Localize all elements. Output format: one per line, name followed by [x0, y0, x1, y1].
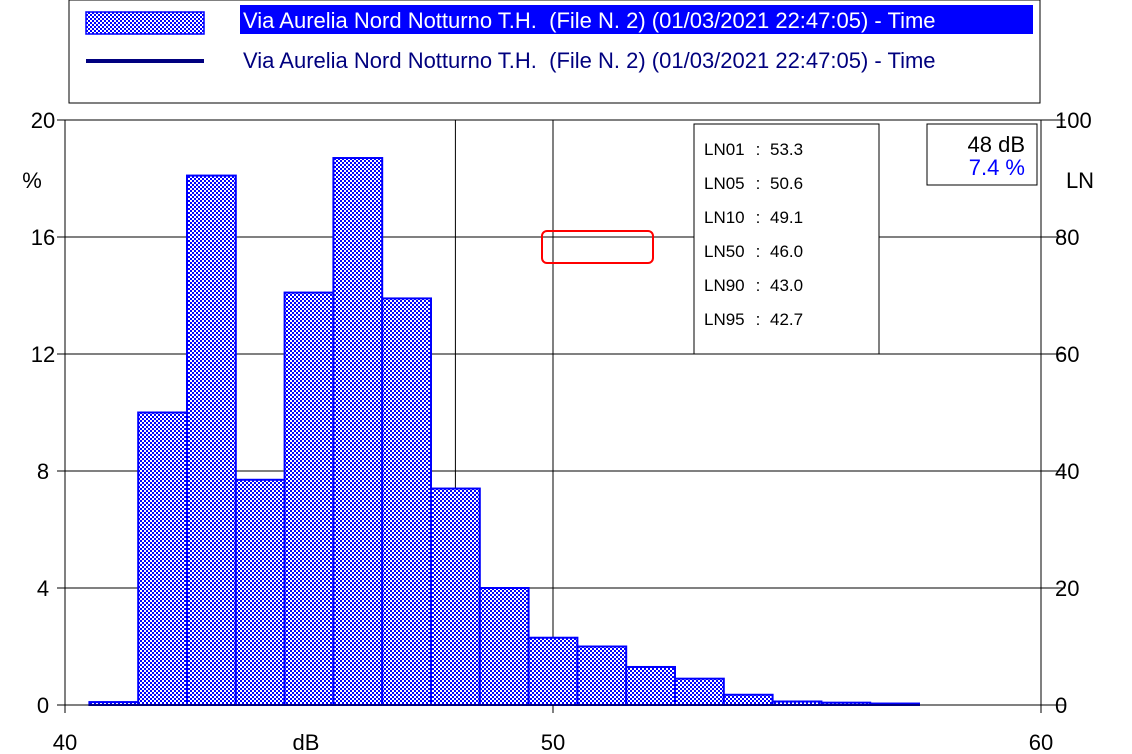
y-axis-left-unit: %	[22, 168, 42, 193]
histogram-bar	[625, 665, 677, 706]
legend-label-1: Via Aurelia Nord Notturno T.H. (File N. …	[243, 48, 936, 73]
histogram-bar	[674, 677, 725, 706]
percentile-name: LN95	[704, 310, 745, 329]
cursor-readout-frame	[926, 123, 1038, 186]
percentile-value: 42.7	[770, 310, 803, 329]
percentile-value: 50.6	[770, 174, 803, 193]
x-tick-label: 60	[1029, 730, 1053, 754]
histogram-bar	[478, 587, 530, 706]
y-tick-label-left: 16	[31, 225, 55, 250]
percentile-separator: :	[756, 174, 761, 193]
percentile-value: 46.0	[770, 242, 803, 261]
y-tick-label-right: 100	[1055, 108, 1092, 133]
histogram-bar	[137, 411, 188, 706]
cursor-readout: 48 dB 7.4 %	[926, 123, 1038, 186]
histogram-bar	[332, 157, 384, 706]
x-axis-unit: dB	[293, 730, 320, 754]
plot-area	[64, 119, 1042, 707]
percentile-name: LN05	[704, 174, 745, 193]
y-tick-label-left: 8	[37, 459, 49, 484]
percentile-separator: :	[756, 310, 761, 329]
percentile-box: LN01:53.3LN05:50.6LN10:49.1LN50:46.0LN90…	[693, 123, 880, 355]
histogram-bar	[381, 297, 433, 706]
y-axis-right: 0 20 40 60 80 100	[1041, 108, 1092, 718]
percentile-name: LN50	[704, 242, 745, 261]
percentile-separator: :	[756, 276, 761, 295]
histogram-bar	[527, 636, 579, 706]
y-axis-right-unit: LN	[1066, 168, 1094, 193]
histogram-bar	[771, 700, 823, 706]
percentile-separator: :	[756, 242, 761, 261]
percentile-name: LN01	[704, 140, 745, 159]
legend-swatch-bars	[85, 11, 205, 35]
y-tick-label-left: 0	[37, 693, 49, 718]
legend-label-0: Via Aurelia Nord Notturno T.H. (File N. …	[243, 8, 936, 33]
y-tick-label-right: 20	[1055, 576, 1079, 601]
percentile-value: 43.0	[770, 276, 803, 295]
y-tick-label-right: 80	[1055, 225, 1079, 250]
y-tick-label-right: 0	[1055, 693, 1067, 718]
y-tick-label-right: 40	[1055, 459, 1079, 484]
percentile-value: 49.1	[770, 208, 803, 227]
histogram-bar	[430, 487, 481, 706]
percentile-name: LN90	[704, 276, 745, 295]
cursor-level: 48 dB	[968, 132, 1026, 157]
y-tick-label-right: 60	[1055, 342, 1079, 367]
histogram-bar	[283, 291, 335, 706]
percentile-value: 53.3	[770, 140, 803, 159]
y-tick-label-left: 12	[31, 342, 55, 367]
legend: Via Aurelia Nord Notturno T.H. (File N. …	[68, 0, 1041, 104]
percentile-separator: :	[756, 208, 761, 227]
x-tick-label: 50	[541, 730, 565, 754]
histogram-bar	[576, 645, 628, 706]
y-axis-left: 0 4 8 12 16 20	[31, 108, 65, 718]
y-tick-label-left: 20	[31, 108, 55, 133]
legend-highlight	[240, 5, 1033, 34]
cursor-percent: 7.4 %	[969, 155, 1025, 180]
histogram-bar	[722, 693, 774, 707]
percentile-separator: :	[756, 140, 761, 159]
y-tick-label-left: 4	[37, 576, 49, 601]
x-axis: 40 50 60	[53, 705, 1053, 754]
percentile-box-frame	[693, 123, 880, 355]
percentile-name: LN10	[704, 208, 745, 227]
cursor-marker	[541, 230, 654, 264]
histogram-bar	[186, 174, 237, 706]
x-tick-label: 40	[53, 730, 77, 754]
histogram-bar	[234, 478, 286, 706]
